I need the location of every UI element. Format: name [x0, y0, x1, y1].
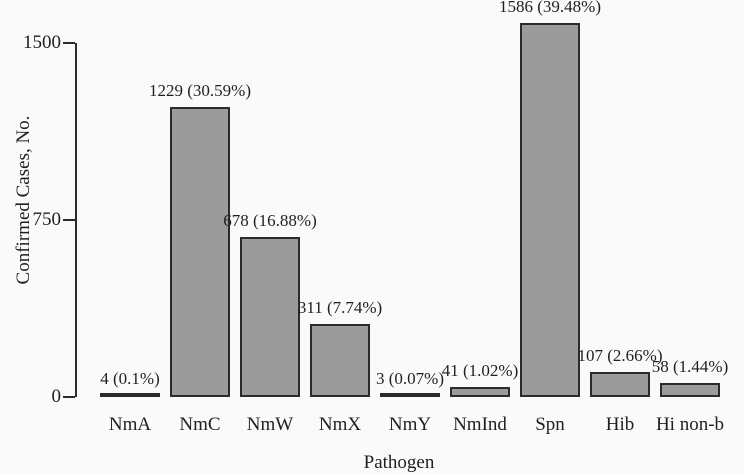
y-axis-tick [63, 219, 75, 221]
bar [660, 383, 720, 397]
x-tick-label: Hi non-b [655, 414, 725, 435]
bar [170, 106, 230, 397]
x-tick-label: NmY [388, 414, 432, 435]
y-tick-label: 750 [32, 209, 62, 230]
x-tick-label: NmW [246, 414, 294, 435]
y-tick-label: 1500 [23, 32, 61, 53]
bar-value-label: 678 (16.88%) [223, 211, 317, 230]
x-tick-label: NmX [318, 414, 362, 435]
x-axis-title: Pathogen [363, 452, 435, 473]
x-tick-label: NmC [179, 414, 221, 435]
x-tick-label: NmA [108, 414, 152, 435]
bar [380, 393, 440, 397]
bar-value-label: 4 (0.1%) [100, 369, 160, 388]
x-tick-label: Spn [535, 414, 565, 435]
bar [520, 22, 580, 397]
x-tick-label: Hib [605, 414, 635, 435]
bar-value-label: 1229 (30.59%) [149, 80, 251, 100]
bar-value-label: 58 (1.44%) [651, 357, 729, 377]
y-tick-label: 0 [51, 386, 62, 407]
y-axis-title: Confirmed Cases, No. [13, 115, 34, 285]
bar-value-label: 3 (0.07%) [376, 369, 444, 388]
bar-value-label: 107 (2.66%) [577, 345, 663, 365]
bar [310, 323, 370, 397]
bar [590, 371, 650, 397]
bar [240, 237, 300, 397]
bar-value-label: 41 (1.02%) [441, 361, 519, 381]
x-tick-label: NmInd [453, 414, 507, 435]
bar [450, 387, 510, 397]
bar-value-label: 311 (7.74%) [297, 297, 383, 317]
y-axis-tick [63, 42, 75, 44]
bar-value-label: 1586 (39.48%) [499, 0, 601, 16]
y-axis-tick [63, 396, 75, 398]
bar [100, 393, 160, 397]
plot-area: 0 750 1500 4 (0.1%) NmA 1229 (30.59%) NmC 678 (… [23, 0, 729, 435]
